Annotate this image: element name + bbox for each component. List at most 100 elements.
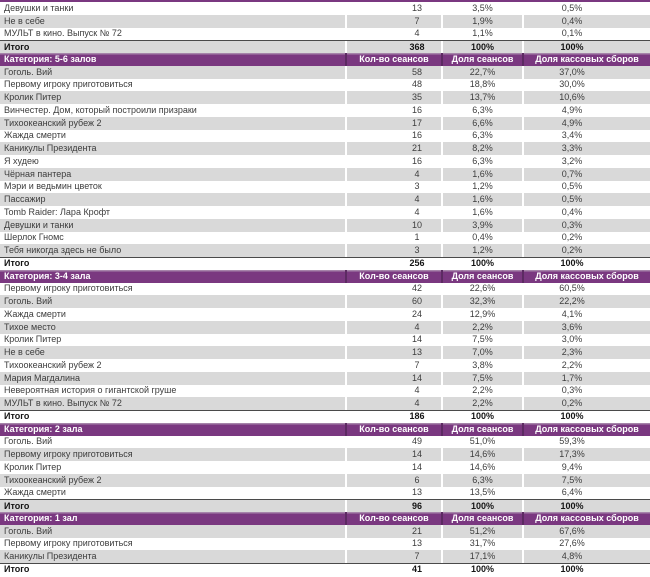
table-row: Невероятная история о гигантской груше 4 2… — [0, 384, 650, 398]
film-title-cell: Девушки и танки — [4, 219, 74, 230]
sessions-count-cell: 1 — [345, 231, 441, 245]
table-row: Чёрная пантера 4 1,6% 0,7% — [0, 167, 650, 181]
sessions-share-cell: 100% — [441, 500, 522, 512]
table-row: Тебя никогда здесь не было 3 1,2% 0,2% — [0, 244, 650, 257]
boxoffice-share-cell: 0,3% — [522, 384, 650, 398]
table-row: Гоголь. Вий 49 51,0% 59,3% — [0, 435, 650, 449]
boxoffice-share-cell: 9,4% — [522, 461, 650, 474]
film-title-cell: Жажда смерти — [4, 487, 66, 498]
table-row: Первому игроку приготовиться 13 31,7% 27,6% — [0, 537, 650, 551]
film-title-cell: Гоголь. Вий — [4, 525, 53, 536]
boxoffice-share-cell: 0,3% — [522, 218, 650, 232]
sessions-count-cell: 3 — [345, 244, 441, 257]
column-header-boxoffice-share: Доля кассовых сборов — [522, 512, 650, 525]
film-title-cell: Первому игроку приготовиться — [4, 449, 133, 460]
table-row: Первому игроку приготовиться 14 14,6% 17,3% — [0, 448, 650, 461]
sessions-count-cell: 16 — [345, 129, 441, 143]
total-row: Итого 186 100% 100% — [0, 410, 650, 423]
boxoffice-share-cell: 100% — [522, 500, 650, 512]
table-row: Не в себе 13 7,0% 2,3% — [0, 346, 650, 359]
sessions-share-cell: 2,2% — [441, 320, 522, 334]
boxoffice-share-cell: 3,0% — [522, 333, 650, 347]
boxoffice-share-cell: 30,0% — [522, 78, 650, 92]
table-row: Девушки и танки 13 3,5% 0,5% — [0, 2, 650, 15]
film-title-cell: Мэри и ведьмин цветок — [4, 181, 102, 192]
sessions-share-cell: 6,6% — [441, 116, 522, 130]
sessions-share-cell: 22,6% — [441, 282, 522, 296]
sessions-count-cell: 17 — [345, 116, 441, 130]
film-title-cell: Тихоокеанский рубеж 2 — [4, 117, 102, 128]
table-row: Кролик Питер 14 7,5% 3,0% — [0, 333, 650, 347]
film-title-cell: Девушки и танки — [4, 2, 74, 13]
sessions-share-cell: 31,7% — [441, 537, 522, 551]
film-title-cell: Тихоокеанский рубеж 2 — [4, 474, 102, 485]
boxoffice-share-cell: 3,3% — [522, 142, 650, 155]
film-title-cell: Итого — [4, 41, 30, 52]
table-row: МУЛЬТ в кино. Выпуск № 72 4 2,2% 0,2% — [0, 397, 650, 410]
sessions-count-cell: 3 — [345, 180, 441, 194]
sessions-share-cell: 2,2% — [441, 397, 522, 410]
sessions-share-cell: 14,6% — [441, 448, 522, 461]
film-title-cell: Не в себе — [4, 15, 45, 26]
boxoffice-share-cell: 0,4% — [522, 14, 650, 28]
sessions-share-cell: 3,5% — [441, 2, 522, 15]
film-title-cell: Первому игроку приготовиться — [4, 538, 133, 549]
sessions-count-cell: 10 — [345, 218, 441, 232]
sessions-count-cell: 4 — [345, 27, 441, 41]
table-row: Не в себе 7 1,9% 0,4% — [0, 14, 650, 28]
table-row: Первому игроку приготовиться 42 22,6% 60,5% — [0, 282, 650, 296]
column-header-boxoffice-share: Доля кассовых сборов — [522, 269, 650, 283]
table-row: Шерлок Гномс 1 0,4% 0,2% — [0, 231, 650, 245]
sessions-count-cell: 256 — [345, 258, 441, 270]
category-header-row: Категория: 5-6 залов Кол-во сеансов Доля с… — [0, 53, 650, 66]
film-title-cell: Тихоокеанский рубеж 2 — [4, 359, 102, 370]
film-title-cell: Итого — [4, 411, 30, 422]
boxoffice-share-cell: 4,1% — [522, 308, 650, 321]
sessions-count-cell: 368 — [345, 41, 441, 53]
table-row: Гоголь. Вий 21 51,2% 67,6% — [0, 524, 650, 538]
column-header-sessions-count: Кол-во сеансов — [345, 53, 441, 66]
film-title-cell: Жажда смерти — [4, 130, 66, 141]
sessions-share-cell: 6,3% — [441, 104, 522, 117]
sessions-share-cell: 1,9% — [441, 14, 522, 28]
sessions-share-cell: 7,0% — [441, 346, 522, 359]
film-title-cell: Кролик Питер — [4, 334, 62, 345]
column-header-sessions-count: Кол-во сеансов — [345, 269, 441, 283]
column-header-sessions-share: Доля сеансов — [441, 53, 522, 66]
sessions-count-cell: 14 — [345, 371, 441, 385]
boxoffice-share-cell: 4,9% — [522, 104, 650, 117]
sessions-share-cell: 13,5% — [441, 486, 522, 500]
table-top-border — [0, 0, 650, 2]
sessions-count-cell: 13 — [345, 2, 441, 15]
sessions-count-cell: 4 — [345, 320, 441, 334]
sessions-share-cell: 1,1% — [441, 27, 522, 41]
film-title-cell: Гоголь. Вий — [4, 436, 53, 447]
sessions-share-cell: 100% — [441, 41, 522, 53]
sessions-count-cell: 21 — [345, 142, 441, 155]
film-title-cell: МУЛЬТ в кино. Выпуск № 72 — [4, 398, 122, 409]
film-title-cell: Итого — [4, 258, 30, 269]
film-title-cell: Чёрная пантера — [4, 168, 72, 179]
boxoffice-share-cell: 0,5% — [522, 2, 650, 15]
film-title-cell: Каникулы Президента — [4, 143, 97, 154]
boxoffice-share-cell: 22,2% — [522, 295, 650, 308]
film-title-cell: Итого — [4, 500, 30, 511]
sessions-count-cell: 96 — [345, 500, 441, 512]
sessions-count-cell: 60 — [345, 295, 441, 308]
film-title-cell: Гоголь. Вий — [4, 296, 53, 307]
table-row: Жажда смерти 16 6,3% 3,4% — [0, 129, 650, 143]
film-title-cell: Гоголь. Вий — [4, 66, 53, 77]
sessions-count-cell: 58 — [345, 65, 441, 79]
sessions-share-cell: 51,0% — [441, 435, 522, 449]
boxoffice-share-cell: 3,2% — [522, 155, 650, 168]
sessions-share-cell: 32,3% — [441, 295, 522, 308]
sessions-count-cell: 186 — [345, 411, 441, 423]
sessions-share-cell: 7,5% — [441, 371, 522, 385]
table-row: Жажда смерти 13 13,5% 6,4% — [0, 486, 650, 500]
boxoffice-share-cell: 37,0% — [522, 65, 650, 79]
boxoffice-share-cell: 1,7% — [522, 371, 650, 385]
sessions-share-cell: 6,3% — [441, 155, 522, 168]
sessions-share-cell: 100% — [441, 564, 522, 576]
film-title-cell: Жажда смерти — [4, 308, 66, 319]
sessions-count-cell: 16 — [345, 104, 441, 117]
